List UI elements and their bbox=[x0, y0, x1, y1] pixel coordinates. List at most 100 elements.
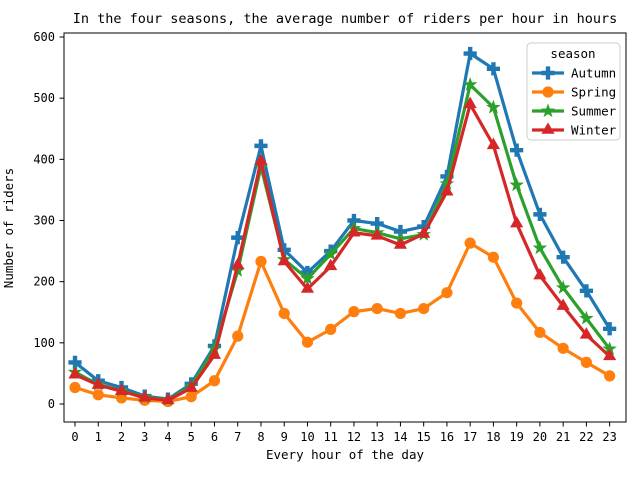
data-point-marker bbox=[207, 347, 222, 359]
y-axis-label: Number of riders bbox=[1, 168, 16, 288]
data-point-marker bbox=[255, 255, 267, 268]
x-tick-label: 10 bbox=[300, 430, 314, 444]
chart-title: In the four seasons, the average number … bbox=[73, 11, 618, 27]
legend-label: Winter bbox=[571, 123, 617, 138]
data-point-marker bbox=[325, 323, 337, 335]
legend-item-spring: Spring bbox=[532, 85, 616, 100]
data-point-marker bbox=[161, 392, 175, 405]
x-tick-label: 12 bbox=[347, 430, 361, 444]
data-point-marker bbox=[510, 215, 524, 228]
series-line-winter bbox=[73, 102, 612, 402]
data-point-marker bbox=[604, 370, 616, 382]
x-tick-label: 18 bbox=[486, 430, 500, 444]
data-point-marker bbox=[300, 281, 315, 293]
data-point-marker bbox=[417, 226, 431, 238]
legend-entries: Autumn Spring Summer Winter bbox=[532, 66, 617, 138]
x-tick-label: 3 bbox=[141, 430, 148, 444]
data-point-marker bbox=[324, 258, 338, 271]
data-point-marker bbox=[370, 228, 384, 240]
x-tick-label: 13 bbox=[370, 430, 384, 444]
ticks-layer: 0 1 2 3 4 5 6 7 8 9 10 11 12 13 14 15 16 17 18 19 20 21 22 2301… bbox=[33, 30, 617, 444]
data-point-marker bbox=[579, 310, 594, 325]
data-point-marker bbox=[114, 383, 129, 395]
series-line-spring bbox=[73, 241, 612, 404]
data-point-marker bbox=[231, 257, 245, 269]
x-tick-label: 14 bbox=[393, 430, 407, 444]
legend-label: Autumn bbox=[571, 66, 616, 81]
data-point-marker bbox=[300, 271, 315, 285]
data-point-marker bbox=[69, 381, 81, 394]
data-point-marker bbox=[91, 377, 105, 389]
x-tick-label: 16 bbox=[440, 430, 454, 444]
legend-item-summer: Summer bbox=[532, 103, 617, 119]
data-point-marker bbox=[232, 330, 244, 342]
data-point-marker bbox=[533, 267, 547, 280]
legend-star-icon bbox=[540, 103, 556, 118]
data-point-marker bbox=[603, 348, 617, 361]
data-point-marker bbox=[534, 326, 546, 339]
data-point-marker bbox=[579, 327, 593, 339]
x-tick-label: 0 bbox=[71, 430, 78, 444]
data-point-marker bbox=[486, 62, 501, 76]
y-tick-label: 0 bbox=[48, 397, 55, 411]
data-point-marker bbox=[603, 322, 617, 336]
data-point-marker bbox=[371, 302, 383, 315]
series-layer bbox=[67, 46, 617, 408]
data-point-marker bbox=[487, 251, 500, 263]
legend-circle-icon bbox=[542, 86, 554, 98]
data-point-marker bbox=[254, 139, 268, 153]
x-tick-label: 22 bbox=[579, 430, 593, 444]
y-tick-label: 200 bbox=[33, 275, 55, 289]
data-point-marker bbox=[511, 297, 523, 309]
x-tick-label: 11 bbox=[323, 430, 337, 444]
x-tick-label: 2 bbox=[118, 430, 125, 444]
series-winter bbox=[68, 96, 617, 405]
plot-frame bbox=[63, 32, 627, 423]
data-point-marker bbox=[277, 253, 291, 266]
y-tick-label: 300 bbox=[33, 214, 55, 228]
x-tick-label: 23 bbox=[602, 430, 616, 444]
data-point-marker bbox=[92, 389, 104, 401]
data-point-marker bbox=[579, 284, 593, 298]
x-tick-label: 20 bbox=[533, 430, 547, 444]
data-point-marker bbox=[602, 341, 617, 356]
data-point-marker bbox=[464, 237, 476, 249]
data-point-marker bbox=[463, 46, 477, 61]
data-point-marker bbox=[277, 243, 291, 257]
data-point-marker bbox=[463, 96, 477, 109]
x-tick-label: 6 bbox=[211, 430, 218, 444]
data-point-marker bbox=[555, 280, 571, 294]
y-tick-label: 600 bbox=[33, 30, 55, 44]
y-tick-label: 500 bbox=[33, 91, 55, 105]
legend-plus-icon bbox=[541, 66, 555, 80]
legend-item-winter: Winter bbox=[532, 122, 617, 138]
y-tick-label: 400 bbox=[33, 152, 55, 166]
data-point-marker bbox=[418, 302, 430, 315]
data-point-marker bbox=[68, 355, 82, 370]
data-point-marker bbox=[68, 367, 82, 379]
data-point-marker bbox=[184, 380, 198, 392]
data-point-marker bbox=[557, 342, 569, 354]
data-point-marker bbox=[441, 287, 453, 299]
data-point-marker bbox=[394, 307, 407, 320]
data-point-marker bbox=[301, 336, 314, 348]
data-point-marker bbox=[556, 250, 570, 264]
x-tick-label: 7 bbox=[234, 430, 241, 444]
x-tick-label: 8 bbox=[257, 430, 264, 444]
x-axis-label: Every hour of the day bbox=[266, 447, 425, 462]
x-tick-label: 21 bbox=[556, 430, 570, 444]
data-point-marker bbox=[347, 225, 361, 237]
legend: season Autumn Spring Summer Winter bbox=[526, 42, 621, 141]
x-tick-label: 1 bbox=[95, 430, 102, 444]
data-point-marker bbox=[462, 77, 478, 91]
legend-title: season bbox=[550, 46, 595, 61]
data-point-marker bbox=[231, 231, 245, 245]
legend-item-autumn: Autumn bbox=[532, 66, 616, 81]
data-point-marker bbox=[533, 207, 547, 221]
data-point-marker bbox=[440, 184, 454, 196]
data-point-marker bbox=[532, 240, 548, 255]
data-point-marker bbox=[439, 176, 455, 190]
data-point-marker bbox=[208, 375, 221, 387]
legend-label: Summer bbox=[571, 104, 617, 119]
